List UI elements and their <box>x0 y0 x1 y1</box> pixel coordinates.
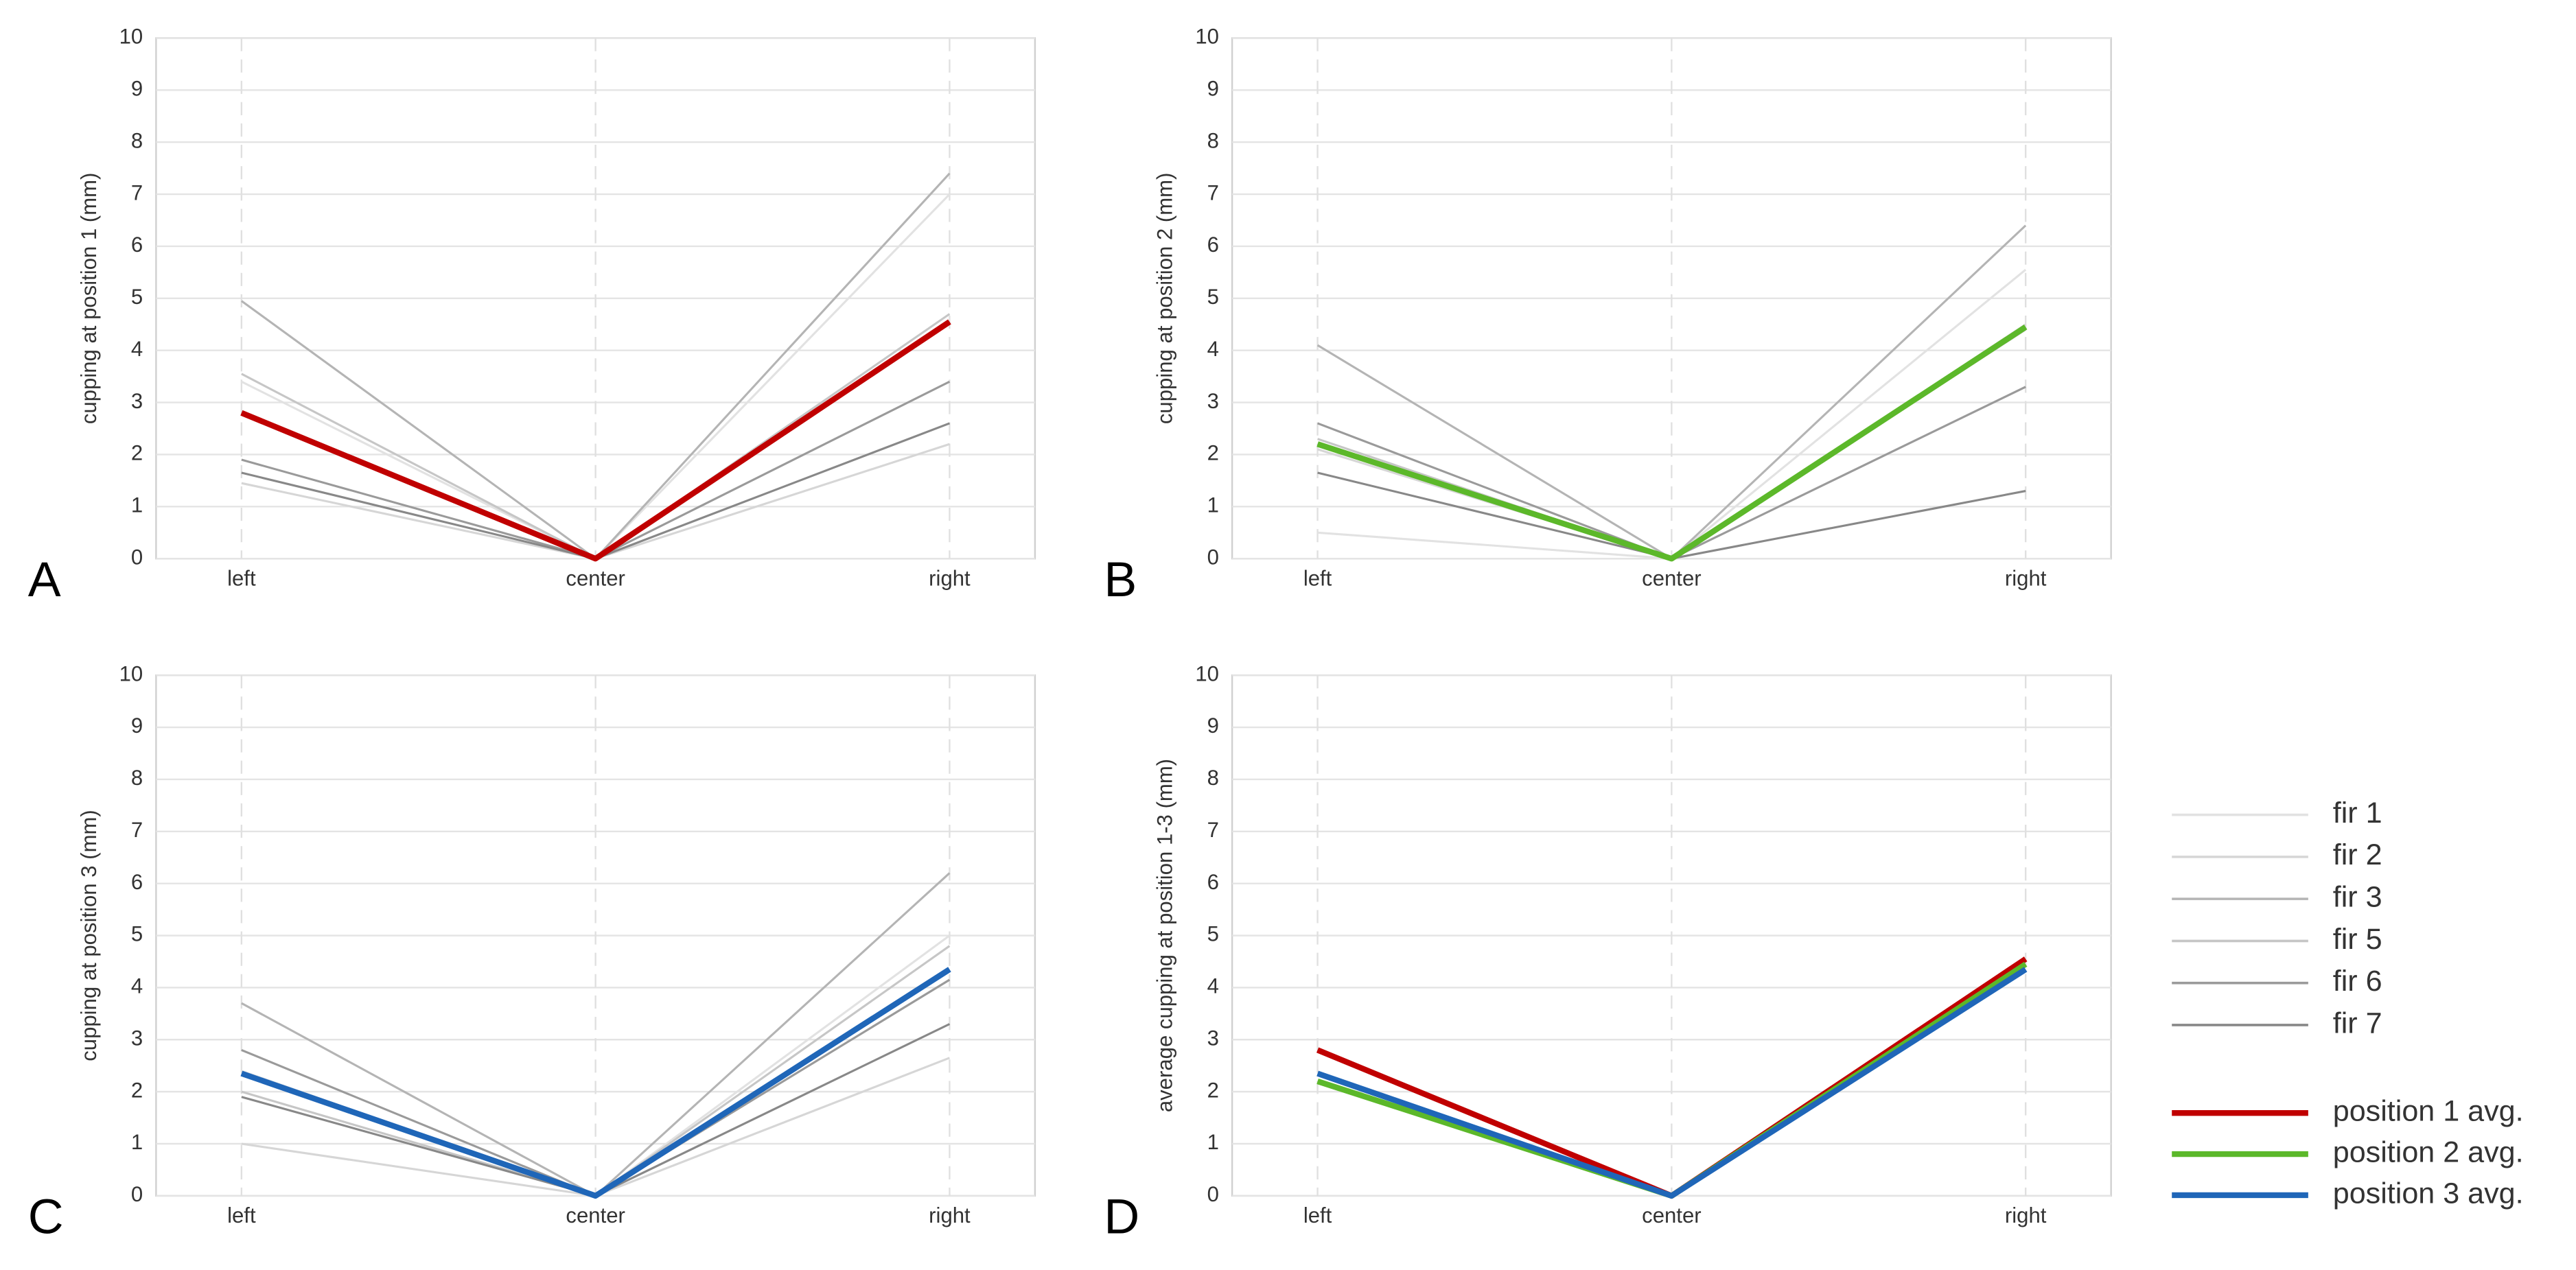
y-tick-label: 4 <box>131 337 143 361</box>
y-tick-label: 6 <box>1207 870 1219 894</box>
legend-label: position 3 avg. <box>2333 1177 2524 1210</box>
y-tick-label: 9 <box>1207 714 1219 738</box>
y-axis-label: cupping at position 3 (mm) <box>77 810 101 1061</box>
legend-label: fir 3 <box>2333 881 2382 914</box>
panel-label: C <box>28 1190 64 1245</box>
y-tick-label: 5 <box>131 922 143 946</box>
legend-label: fir 1 <box>2333 797 2382 830</box>
y-tick-label: 7 <box>131 180 143 204</box>
y-tick-label: 7 <box>131 818 143 842</box>
y-tick-label: 4 <box>1207 974 1219 998</box>
y-tick-label: 2 <box>131 1078 143 1102</box>
y-tick-label: 0 <box>131 545 143 569</box>
series-line <box>240 967 951 1199</box>
x-tick-label: center <box>566 567 625 591</box>
y-tick-label: 4 <box>1207 337 1219 361</box>
y-tick-label: 0 <box>131 1182 143 1206</box>
y-tick-label: 8 <box>131 766 143 790</box>
x-tick-label: left <box>1303 567 1332 591</box>
y-axis-label: average cupping at position 1-3 (mm) <box>1153 759 1177 1112</box>
y-tick-label: 5 <box>1207 922 1219 946</box>
x-tick-label: right <box>929 1203 971 1227</box>
series-line <box>241 193 951 560</box>
series-line <box>1316 967 2028 1199</box>
y-tick-label: 3 <box>131 389 143 413</box>
y-tick-label: 10 <box>1195 25 1219 49</box>
y-tick-label: 10 <box>1195 661 1219 685</box>
y-tick-label: 7 <box>1207 818 1219 842</box>
y-tick-label: 1 <box>131 493 143 517</box>
x-tick-label: left <box>227 1203 256 1227</box>
x-tick-label: right <box>929 567 971 591</box>
y-tick-label: 8 <box>131 128 143 152</box>
series-line <box>1316 956 2028 1199</box>
y-tick-label: 7 <box>1207 180 1219 204</box>
y-tick-label: 2 <box>1207 1078 1219 1102</box>
y-tick-label: 6 <box>1207 233 1219 257</box>
y-tick-label: 6 <box>131 870 143 894</box>
panel-label: D <box>1104 1190 1139 1245</box>
y-tick-label: 0 <box>1207 545 1219 569</box>
y-tick-label: 5 <box>1207 285 1219 309</box>
y-tick-label: 1 <box>1207 493 1219 517</box>
y-tick-label: 8 <box>1207 766 1219 790</box>
y-tick-label: 2 <box>131 441 143 465</box>
x-tick-label: right <box>2005 1203 2047 1227</box>
x-tick-label: center <box>566 1203 625 1227</box>
y-axis-label: cupping at position 1 (mm) <box>77 173 101 425</box>
y-tick-label: 1 <box>1207 1130 1219 1154</box>
legend-label: position 1 avg. <box>2333 1095 2524 1128</box>
x-tick-label: left <box>227 567 256 591</box>
y-tick-label: 3 <box>1207 389 1219 413</box>
legend-label: position 2 avg. <box>2333 1136 2524 1168</box>
y-tick-label: 0 <box>1207 1182 1219 1206</box>
y-tick-label: 9 <box>131 714 143 738</box>
x-tick-label: center <box>1642 1203 1701 1227</box>
y-axis-label: cupping at position 2 (mm) <box>1153 173 1177 425</box>
y-tick-label: 6 <box>131 233 143 257</box>
legend-label: fir 6 <box>2333 965 2382 998</box>
legend-label: fir 2 <box>2333 838 2382 871</box>
y-tick-label: 4 <box>131 974 143 998</box>
panel-label: B <box>1104 552 1137 607</box>
y-tick-label: 3 <box>131 1026 143 1050</box>
y-tick-label: 3 <box>1207 1026 1219 1050</box>
y-tick-label: 10 <box>119 25 143 49</box>
y-tick-label: 2 <box>1207 441 1219 465</box>
panel-label: A <box>28 552 61 607</box>
y-tick-label: 9 <box>1207 77 1219 101</box>
legend-label: fir 5 <box>2333 923 2382 956</box>
x-tick-label: center <box>1642 567 1701 591</box>
series-line <box>240 319 951 562</box>
y-tick-label: 8 <box>1207 128 1219 152</box>
y-tick-label: 5 <box>131 285 143 309</box>
y-tick-label: 10 <box>119 661 143 685</box>
series-line <box>1316 325 2028 562</box>
y-tick-label: 1 <box>131 1130 143 1154</box>
x-tick-label: right <box>2005 567 2047 591</box>
y-tick-label: 9 <box>131 77 143 101</box>
x-tick-label: left <box>1303 1203 1332 1227</box>
legend-label: fir 7 <box>2333 1007 2382 1039</box>
